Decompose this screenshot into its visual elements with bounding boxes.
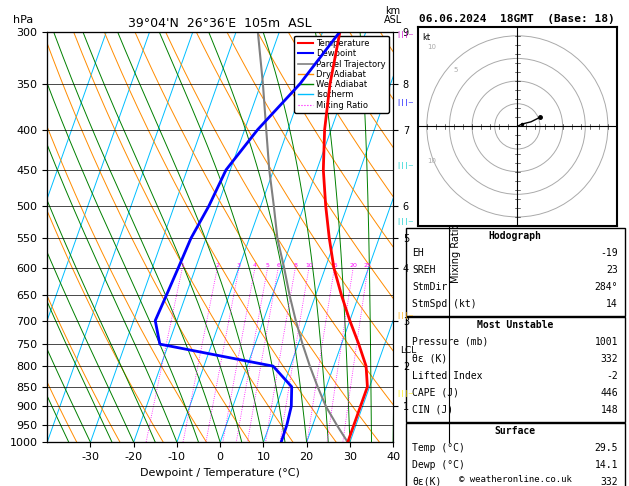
- Text: CIN (J): CIN (J): [412, 405, 454, 415]
- Text: |||—: |||—: [396, 218, 413, 225]
- Text: 10: 10: [427, 157, 436, 164]
- Text: StmDir: StmDir: [412, 282, 447, 292]
- Text: 3: 3: [237, 263, 241, 268]
- Text: Lifted Index: Lifted Index: [412, 371, 483, 381]
- Text: EH: EH: [412, 248, 424, 258]
- Text: Most Unstable: Most Unstable: [477, 320, 554, 330]
- Text: 10: 10: [305, 263, 313, 268]
- Text: 1001: 1001: [594, 337, 618, 347]
- Text: |||—: |||—: [396, 31, 413, 37]
- Bar: [406, 317, 625, 422]
- Legend: Temperature, Dewpoint, Parcel Trajectory, Dry Adiabat, Wet Adiabat, Isotherm, Mi: Temperature, Dewpoint, Parcel Trajectory…: [294, 36, 389, 113]
- Text: |||—: |||—: [396, 390, 413, 397]
- Text: Pressure (mb): Pressure (mb): [412, 337, 489, 347]
- Text: km
ASL: km ASL: [384, 6, 403, 25]
- Text: Surface: Surface: [494, 426, 536, 435]
- Text: 1: 1: [181, 263, 184, 268]
- Text: 15: 15: [331, 263, 338, 268]
- Bar: [406, 423, 625, 486]
- Text: hPa: hPa: [13, 16, 33, 25]
- Text: 20: 20: [349, 263, 357, 268]
- Text: |||—: |||—: [396, 99, 413, 105]
- Text: kt: kt: [422, 34, 430, 42]
- Text: 4: 4: [253, 263, 257, 268]
- Text: 06.06.2024  18GMT  (Base: 18): 06.06.2024 18GMT (Base: 18): [419, 14, 615, 24]
- Text: -2: -2: [606, 371, 618, 381]
- Text: 332: 332: [601, 354, 618, 364]
- Text: θε (K): θε (K): [412, 354, 447, 364]
- Text: © weatheronline.co.uk: © weatheronline.co.uk: [459, 474, 572, 484]
- Text: 332: 332: [601, 477, 618, 486]
- Text: 5: 5: [454, 67, 459, 73]
- Text: 2: 2: [215, 263, 220, 268]
- Text: |||—: |||—: [396, 312, 413, 319]
- Text: StmSpd (kt): StmSpd (kt): [412, 299, 477, 309]
- Text: -19: -19: [601, 248, 618, 258]
- Text: 6: 6: [276, 263, 280, 268]
- Text: 23: 23: [606, 265, 618, 275]
- Text: 8: 8: [293, 263, 298, 268]
- Text: 446: 446: [601, 388, 618, 398]
- Text: |||—: |||—: [396, 162, 413, 169]
- Text: CAPE (J): CAPE (J): [412, 388, 459, 398]
- Bar: [406, 228, 625, 316]
- Text: 148: 148: [601, 405, 618, 415]
- Y-axis label: Mixing Ratio (g/kg): Mixing Ratio (g/kg): [452, 191, 462, 283]
- Text: Temp (°C): Temp (°C): [412, 443, 465, 452]
- Text: 5: 5: [265, 263, 270, 268]
- Title: 39°04'N  26°36'E  105m  ASL: 39°04'N 26°36'E 105m ASL: [128, 17, 312, 31]
- Text: 25: 25: [364, 263, 372, 268]
- Text: θε(K): θε(K): [412, 477, 442, 486]
- Text: Hodograph: Hodograph: [489, 231, 542, 241]
- Text: LCL: LCL: [400, 346, 416, 355]
- Text: 284°: 284°: [594, 282, 618, 292]
- Text: SREH: SREH: [412, 265, 436, 275]
- X-axis label: Dewpoint / Temperature (°C): Dewpoint / Temperature (°C): [140, 468, 300, 478]
- Text: 29.5: 29.5: [594, 443, 618, 452]
- Text: 10: 10: [427, 44, 436, 51]
- Text: 14: 14: [606, 299, 618, 309]
- Text: 14.1: 14.1: [594, 460, 618, 469]
- Text: Dewp (°C): Dewp (°C): [412, 460, 465, 469]
